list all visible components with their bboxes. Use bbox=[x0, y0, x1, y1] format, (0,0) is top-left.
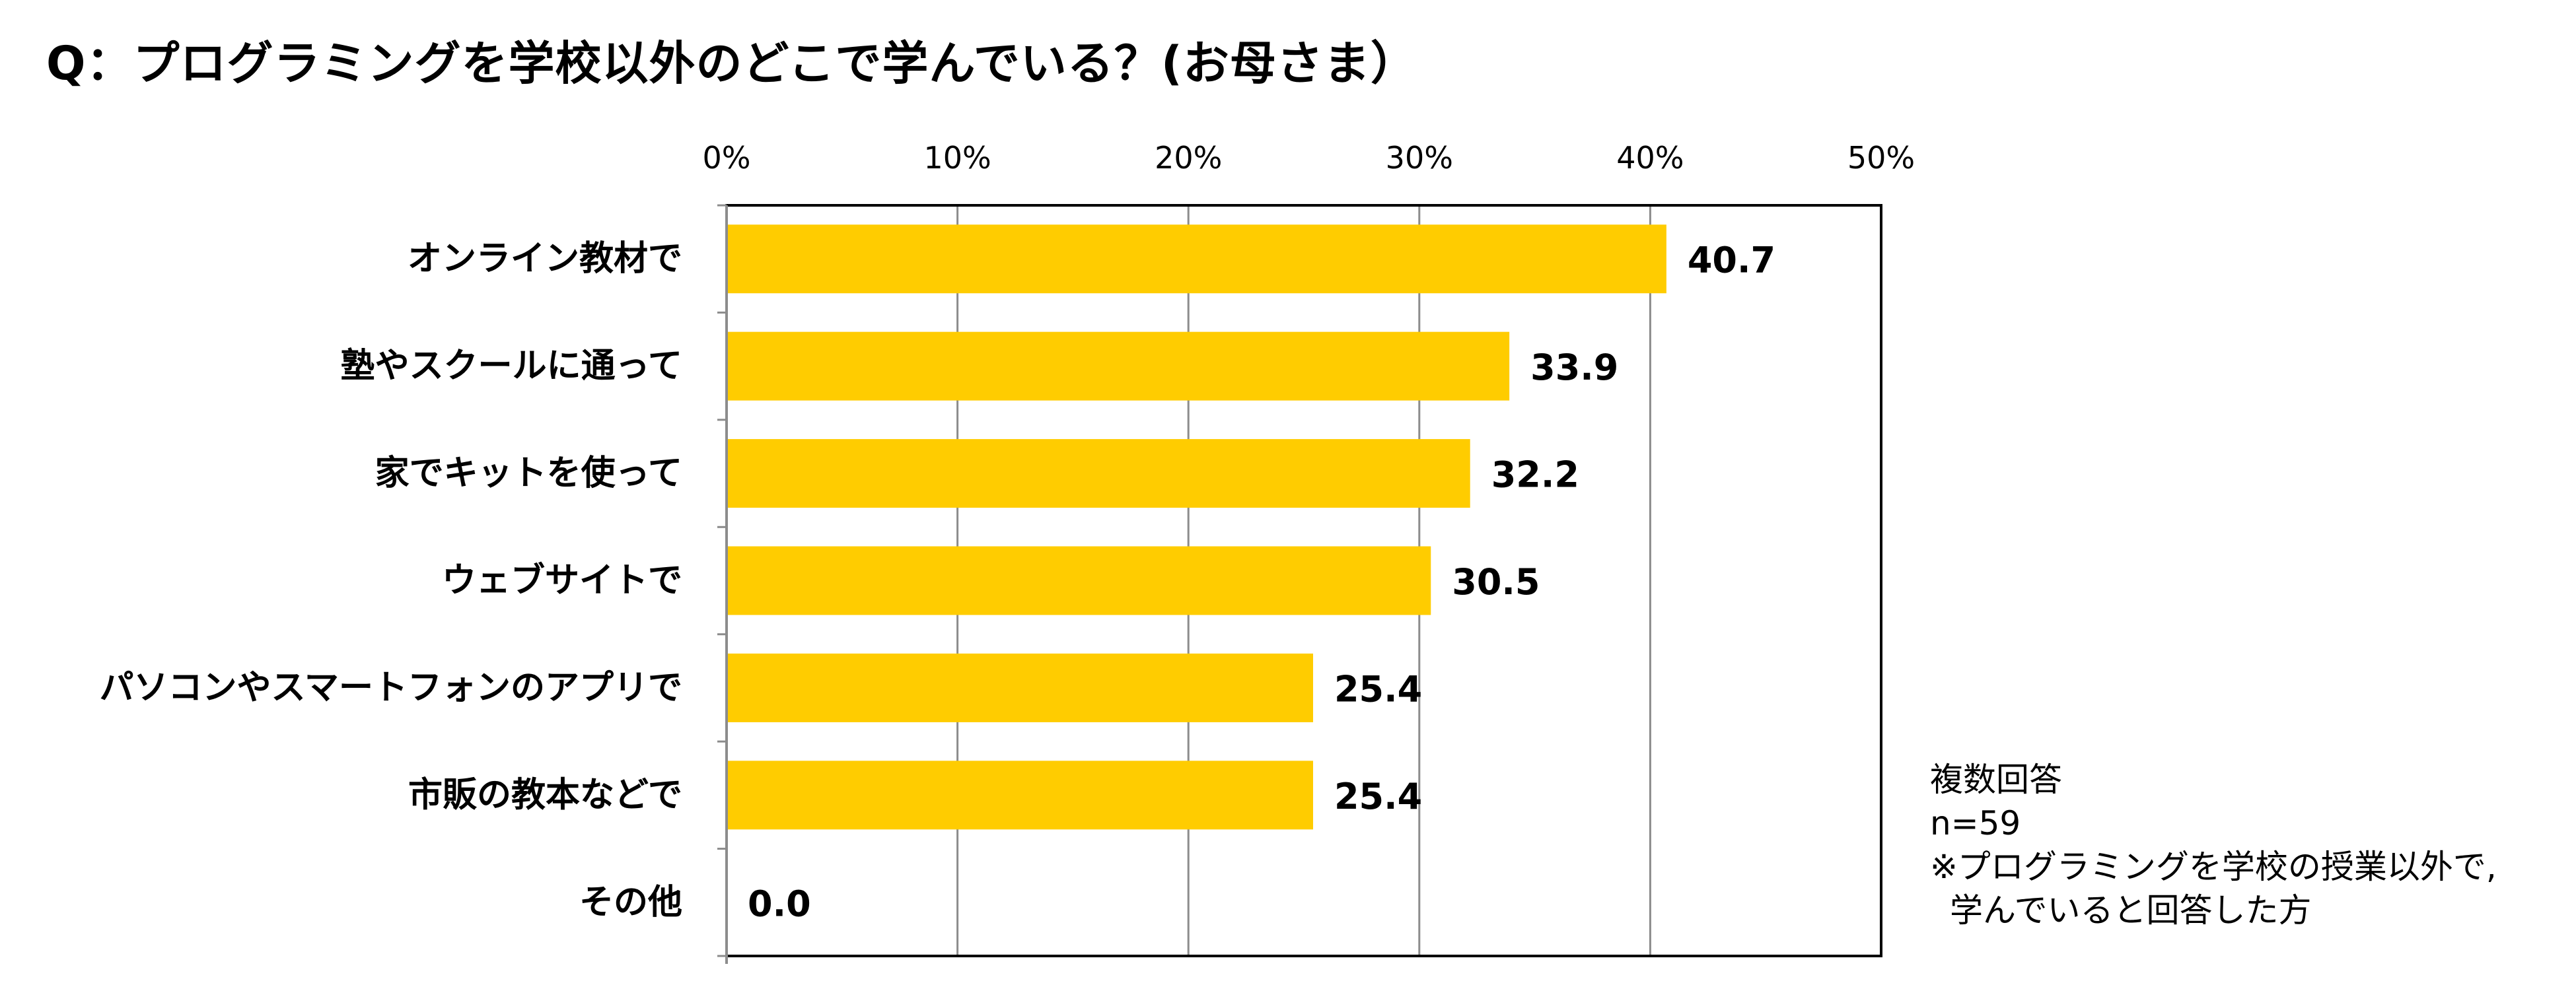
x-tick-label: 50% bbox=[1847, 140, 1915, 176]
category-label: その他 bbox=[579, 883, 682, 922]
chart-title: Q：プログラミングを学校以外のどこで学んでいる？(お母さま） bbox=[46, 36, 1417, 90]
x-axis-ticks: 0% 10% 20% 30% 40% 50% bbox=[703, 140, 1915, 176]
x-tick-label: 30% bbox=[1386, 140, 1453, 176]
note-line: n=59 bbox=[1930, 804, 2021, 842]
chart-note: 複数回答 n=59 ※プログラミングを学校の授業以外で, 学んでいると回答した方 bbox=[1930, 758, 2497, 932]
category-label: 塾やスクールに通って bbox=[341, 347, 682, 386]
data-labels: 40.7 33.9 32.2 30.5 25.4 25.4 0.0 bbox=[748, 240, 1775, 925]
note-line: 複数回答 bbox=[1930, 761, 2062, 799]
x-tick-label: 0% bbox=[703, 140, 751, 176]
bar bbox=[727, 439, 1470, 508]
category-label: オンライン教材で bbox=[408, 239, 682, 279]
bar bbox=[727, 761, 1313, 830]
data-label: 33.9 bbox=[1530, 347, 1618, 388]
category-labels: オンライン教材で塾やスクールに通って家でキットを使ってウェブサイトでパソコンやス… bbox=[100, 239, 682, 922]
x-tick-label: 20% bbox=[1155, 140, 1222, 176]
bar bbox=[727, 331, 1510, 401]
data-label: 0.0 bbox=[748, 883, 811, 924]
plot-frame bbox=[717, 204, 1882, 964]
category-label: 家でキットを使って bbox=[375, 454, 682, 493]
bars bbox=[727, 224, 1666, 830]
note-line: ※プログラミングを学校の授業以外で, bbox=[1930, 848, 2497, 886]
data-label: 30.5 bbox=[1452, 561, 1540, 603]
bar bbox=[727, 653, 1313, 722]
category-label: パソコンやスマートフォンのアプリで bbox=[100, 668, 682, 708]
bar bbox=[727, 224, 1666, 294]
x-tick-label: 40% bbox=[1616, 140, 1684, 176]
data-label: 25.4 bbox=[1334, 776, 1422, 817]
note-line: 学んでいると回答した方 bbox=[1950, 891, 2312, 930]
category-label: ウェブサイトで bbox=[442, 561, 682, 601]
bar bbox=[727, 546, 1431, 615]
data-label: 40.7 bbox=[1688, 240, 1775, 281]
data-label: 25.4 bbox=[1334, 668, 1422, 710]
category-label: 市販の教本などで bbox=[408, 775, 682, 815]
x-tick-label: 10% bbox=[923, 140, 991, 176]
data-label: 32.2 bbox=[1491, 454, 1579, 496]
